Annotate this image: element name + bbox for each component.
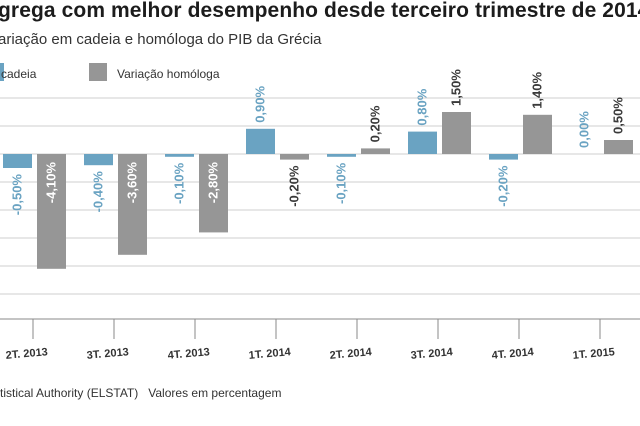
bar-cadeia	[3, 154, 32, 168]
bar-value-label: -2,80%	[206, 162, 221, 204]
chart-title: grega com melhor desempenho desde tercei…	[0, 0, 640, 22]
bar-value-label: -0,40%	[91, 171, 106, 213]
x-tick-label: 3T. 2013	[86, 346, 129, 362]
bar-cadeia	[165, 154, 194, 157]
legend-swatch-cadeia	[0, 63, 4, 81]
bar-homologa	[604, 140, 633, 154]
legend-label-cadeia: cadeia	[1, 67, 37, 81]
bar-homologa	[37, 154, 66, 269]
units-text: Valores em percentagem	[148, 386, 282, 400]
bar-homologa	[280, 154, 309, 160]
legend-label-homologa: Variação homóloga	[117, 67, 220, 81]
bar-cadeia	[327, 154, 356, 157]
bar-value-label: -0,20%	[287, 165, 302, 207]
bar-value-label: -0,10%	[334, 162, 349, 204]
x-tick-label: 4T. 2014	[491, 346, 535, 362]
bar-value-label: -0,10%	[172, 162, 187, 204]
bar-cadeia	[408, 131, 437, 154]
bar-homologa	[523, 114, 552, 154]
bar-value-label: 0,90%	[253, 85, 268, 122]
bar-value-label: 0,50%	[611, 97, 626, 134]
x-tick-label: 2T. 2013	[5, 346, 48, 362]
bar-value-label: -3,60%	[125, 162, 140, 204]
chart-footer: tistical Authority (ELSTAT) Valores em pe…	[0, 386, 281, 400]
bar-value-label: 0,20%	[368, 105, 383, 142]
x-tick-label: 3T. 2014	[410, 346, 454, 362]
x-tick-label: 1T. 2015	[572, 346, 615, 362]
bar-value-label: -0,50%	[10, 174, 25, 216]
x-tick-label: 1T. 2014	[248, 346, 292, 362]
legend-swatch-homologa	[89, 63, 107, 81]
chart-subtitle: ariação em cadeia e homóloga do PIB da G…	[0, 31, 322, 48]
bar-homologa	[199, 154, 228, 233]
bar-cadeia	[84, 154, 113, 166]
bar-value-label: 1,50%	[449, 69, 464, 106]
x-tick-label: 4T. 2013	[167, 346, 210, 362]
source-text: tistical Authority (ELSTAT)	[0, 386, 139, 400]
bar-homologa	[118, 154, 147, 255]
bar-value-label: -4,10%	[44, 162, 59, 204]
bar-value-label: -0,20%	[496, 165, 511, 207]
bar-homologa	[361, 148, 390, 154]
bar-cadeia	[246, 128, 275, 154]
x-tick-label: 2T. 2014	[329, 346, 373, 362]
bar-value-label: 0,80%	[415, 88, 430, 125]
bar-value-label: 0,00%	[577, 111, 592, 148]
bar-homologa	[442, 112, 471, 154]
bar-value-label: 1,40%	[530, 71, 545, 108]
bar-cadeia	[489, 154, 518, 160]
